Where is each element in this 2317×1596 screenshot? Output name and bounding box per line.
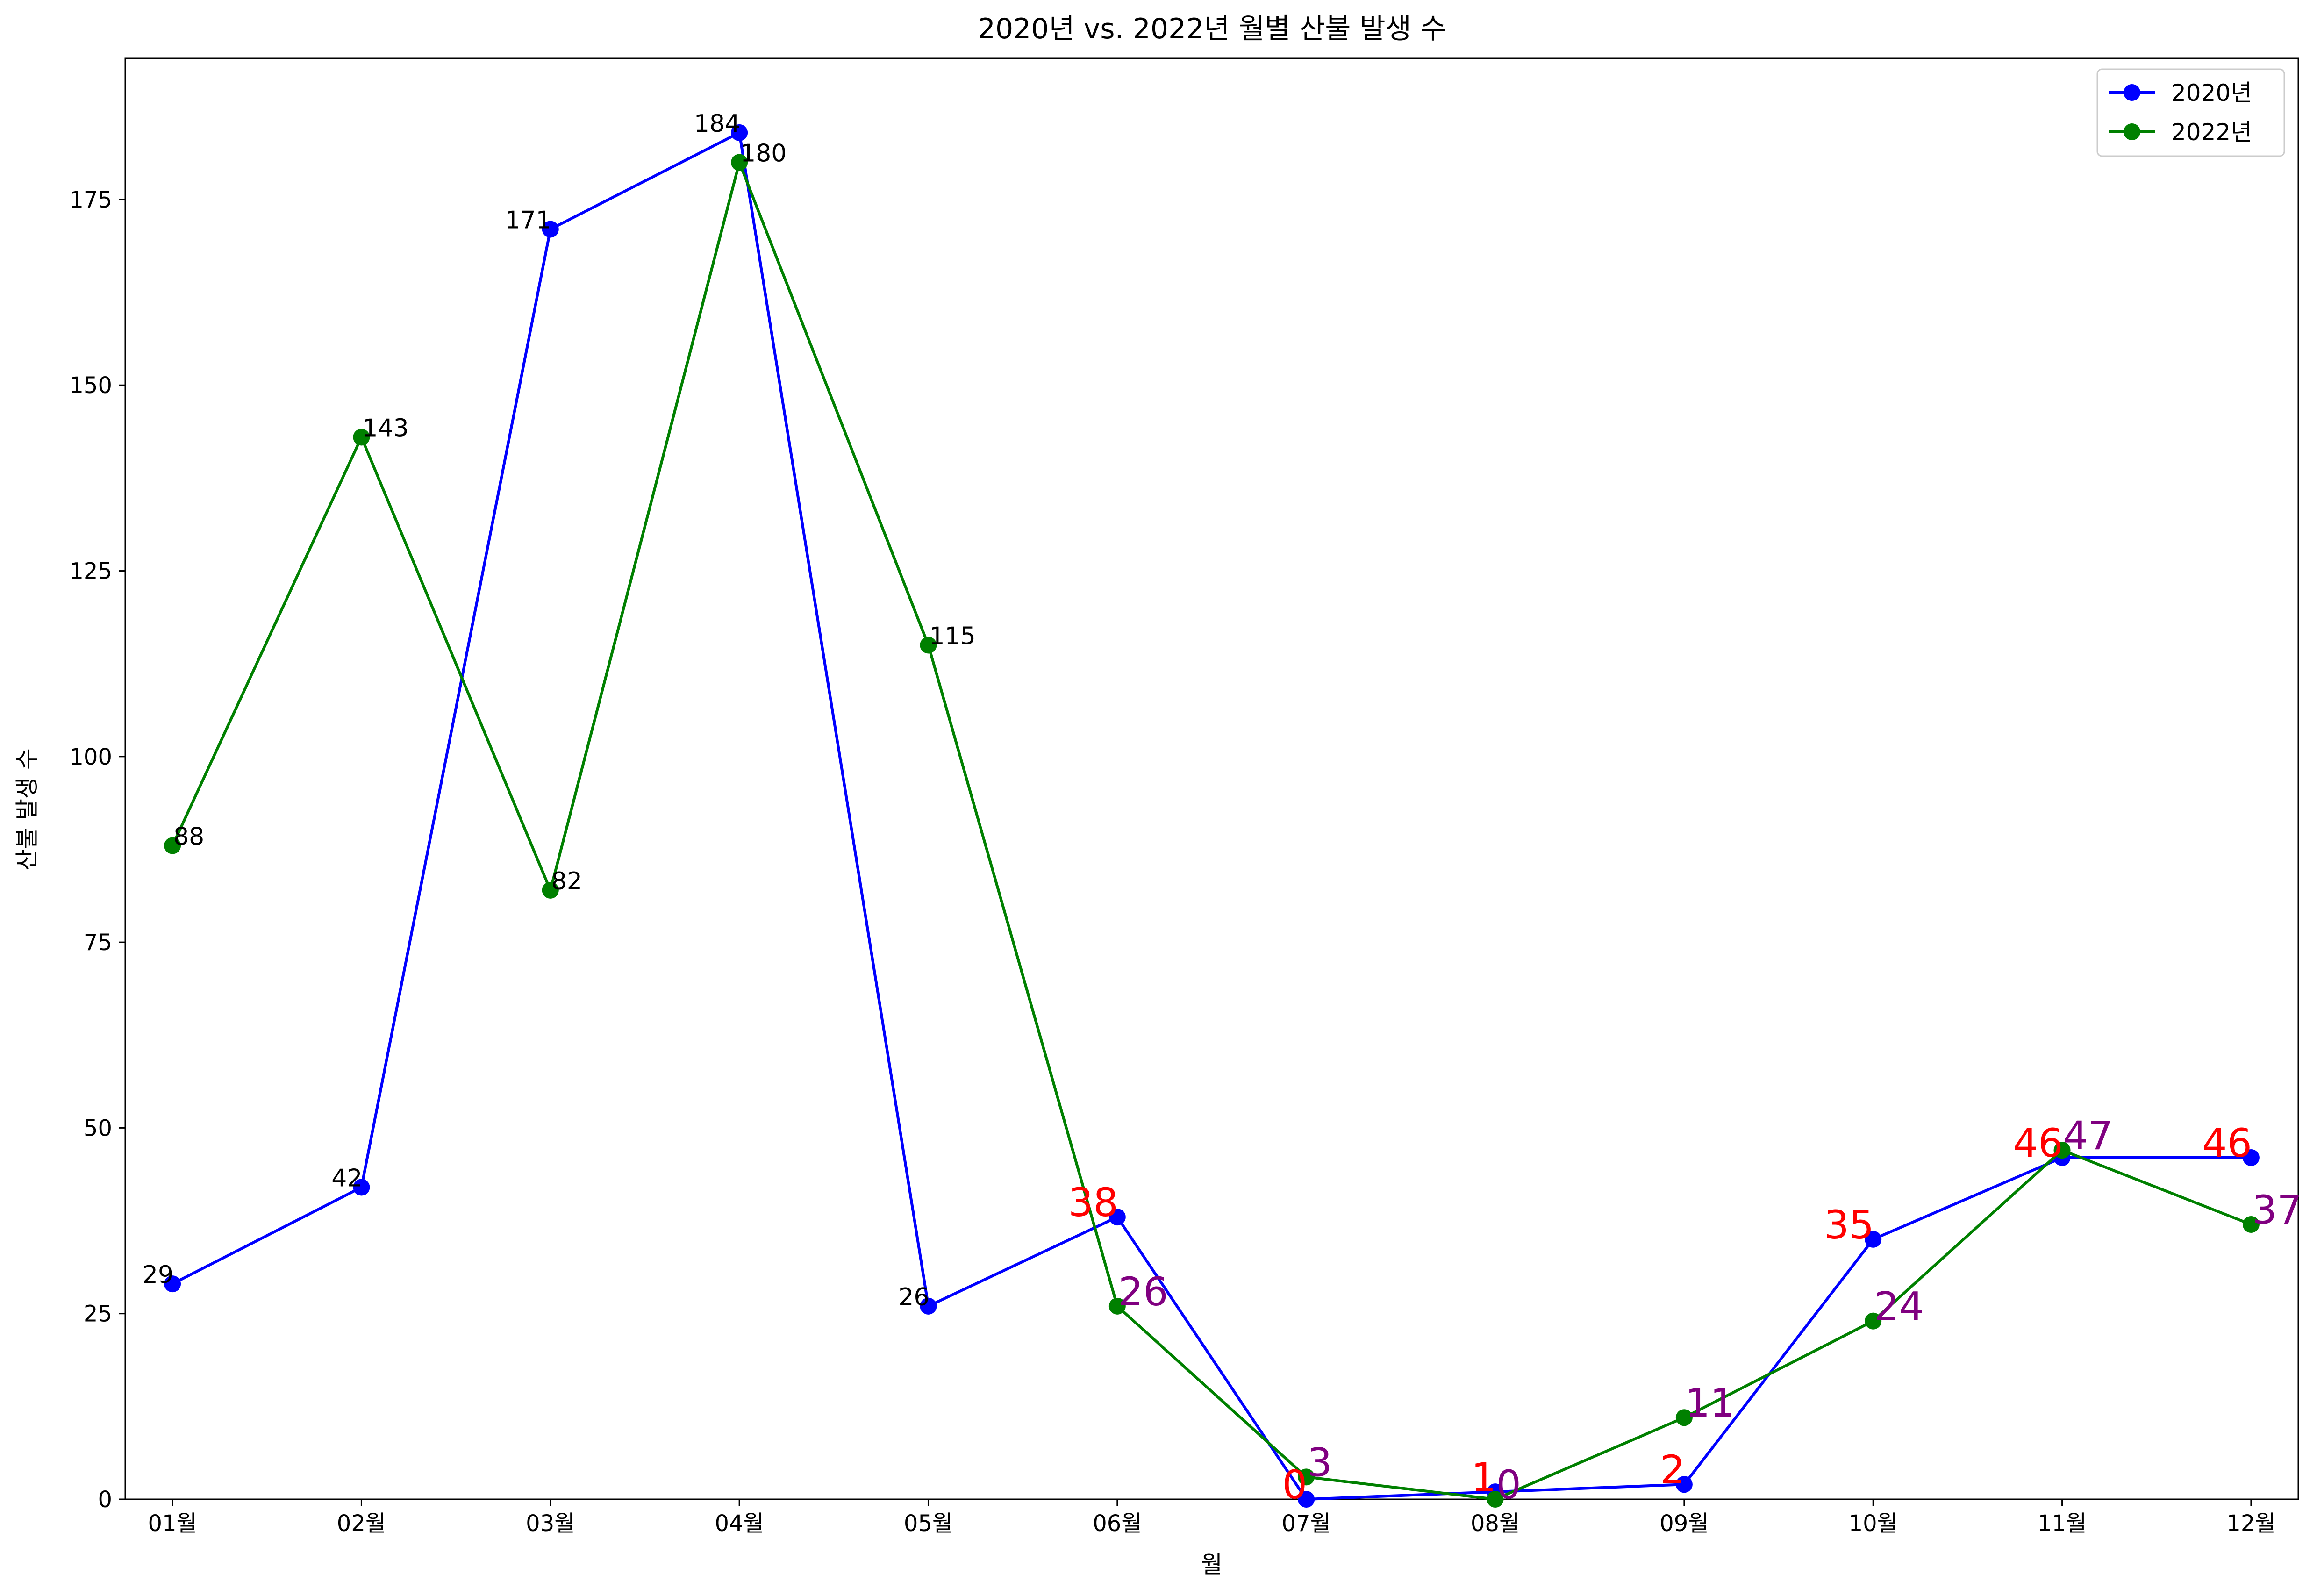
data-point-2	[731, 154, 748, 171]
data-label-1: 171	[505, 207, 551, 235]
data-label-1: 38	[1068, 1180, 1118, 1225]
data-point-1	[2242, 1149, 2260, 1166]
data-point-1	[1108, 1209, 1126, 1226]
x-tick-label: 07월	[1282, 1510, 1331, 1537]
data-point-2	[164, 837, 181, 854]
legend-label: 2022년	[2171, 119, 2252, 146]
data-label-1: 1	[1471, 1454, 1496, 1500]
data-point-2	[920, 637, 937, 654]
data-label-1: 29	[143, 1261, 173, 1289]
data-point-2	[2053, 1142, 2071, 1159]
y-tick-label: 125	[69, 558, 112, 585]
series-line-2	[171, 161, 2252, 1501]
x-tick-label: 12월	[2226, 1510, 2275, 1537]
legend: 2020년 2022년	[2096, 68, 2285, 157]
chart-title: 2020년 vs. 2022년 월별 산불 발생 수	[978, 13, 1446, 45]
x-tick-label: 03월	[526, 1510, 575, 1537]
data-label-2: 26	[1118, 1269, 1168, 1315]
data-label-1: 184	[694, 110, 740, 138]
y-tick-label: 150	[69, 372, 112, 399]
data-point-1	[542, 221, 559, 238]
data-label-1: 2	[1660, 1447, 1685, 1493]
y-axis-label: 산불 발생 수	[14, 748, 41, 871]
x-tick-label: 04월	[715, 1510, 764, 1537]
data-label-1: 0	[1282, 1462, 1307, 1508]
data-point-1	[164, 1275, 181, 1293]
x-tick-label: 06월	[1093, 1510, 1142, 1537]
y-tick-label: 25	[84, 1301, 112, 1327]
data-point-2	[1865, 1312, 1882, 1330]
data-point-2	[353, 429, 370, 446]
legend-marker	[2124, 123, 2140, 140]
data-label-1: 42	[331, 1165, 362, 1193]
data-label-1: 46	[2013, 1120, 2063, 1166]
x-tick-label: 09월	[1659, 1510, 1709, 1537]
data-point-1	[1298, 1491, 1315, 1508]
x-tick-label: 10월	[1849, 1510, 1898, 1537]
data-label-2: 115	[929, 622, 975, 650]
x-tick-label: 05월	[904, 1510, 953, 1537]
y-tick-label: 0	[98, 1487, 112, 1513]
data-point-1	[1865, 1231, 1882, 1248]
data-label-2: 24	[1874, 1284, 1924, 1330]
data-point-1	[1675, 1476, 1693, 1493]
data-point-1	[920, 1297, 937, 1315]
data-label-2: 37	[2252, 1187, 2302, 1233]
series-layer	[164, 124, 2260, 1508]
data-point-1	[731, 124, 748, 141]
x-tick-label: 02월	[337, 1510, 386, 1537]
legend-label: 2020년	[2171, 79, 2252, 107]
data-point-1	[353, 1179, 370, 1196]
data-point-2	[1298, 1468, 1315, 1486]
data-label-2: 88	[173, 823, 204, 851]
plot-frame	[124, 57, 2299, 1500]
data-label-2: 143	[362, 414, 408, 442]
data-label-1: 35	[1824, 1202, 1874, 1248]
data-label-2: 180	[740, 139, 787, 167]
legend-marker	[2124, 84, 2140, 101]
data-label-2: 82	[551, 867, 582, 895]
data-point-2	[542, 881, 559, 899]
data-point-2	[2242, 1216, 2260, 1233]
x-tick-label: 11월	[2038, 1510, 2087, 1537]
x-tick-label: 08월	[1471, 1510, 1520, 1537]
data-label-2: 47	[2063, 1113, 2113, 1159]
y-tick-label: 100	[69, 744, 112, 770]
series-line-1	[172, 131, 2251, 1501]
y-tick-label: 175	[69, 187, 112, 213]
x-axis-label: 월	[1201, 1551, 1223, 1578]
axes-layer: 01월 02월 03월 04월 05월 06월 07월 08월 09월 10월 11월 12월 0 25 5…	[69, 57, 2299, 1537]
data-label-1: 46	[2202, 1120, 2252, 1166]
data-label-2: 3	[1307, 1439, 1332, 1485]
x-tick-label: 01월	[148, 1510, 197, 1537]
data-point-2	[1675, 1409, 1693, 1426]
data-point-2	[1108, 1297, 1126, 1315]
data-label-2: 0	[1496, 1462, 1521, 1508]
data-label-1: 26	[898, 1283, 929, 1311]
y-tick-label: 50	[84, 1115, 112, 1141]
legend-box	[2096, 68, 2285, 157]
data-point-2	[1487, 1491, 1504, 1508]
y-tick-label: 75	[84, 930, 112, 956]
data-label-2: 11	[1685, 1380, 1735, 1426]
